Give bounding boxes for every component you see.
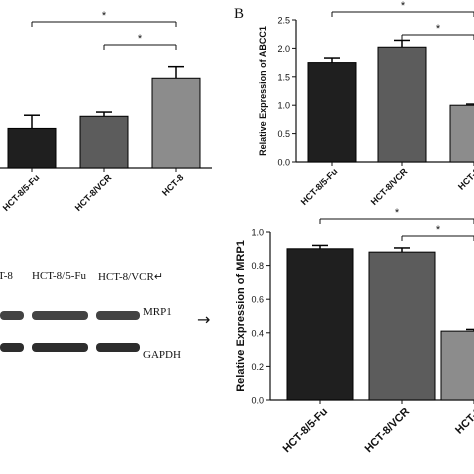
blot-band-mrp1 [0, 311, 24, 320]
western-blot [0, 311, 140, 352]
blot-row-label-gapdh: GAPDH [143, 349, 181, 361]
bar [79, 115, 129, 169]
chart-c-mrp1: 0.0 0.2 0.4 0.6 0.8 1.0 Relative Expression of… [235, 207, 474, 455]
x-tick-label: HCT-8/5-Fu [281, 406, 331, 456]
significance-star: * [395, 207, 400, 219]
y-tick-label: 0.0 [277, 158, 290, 168]
y-tick-label: 2.0 [277, 44, 290, 54]
blot-lane-label-1: T-8 [0, 270, 13, 282]
significance-star: * [401, 0, 406, 12]
arrow-icon: → [197, 310, 211, 329]
y-tick-label: 1.0 [251, 228, 264, 238]
x-tick-label: HCT-8/5-Fu [299, 166, 340, 207]
blot-row-label-mrp1: MRP1 [143, 306, 172, 318]
y-axis-label: Relative Expression of MRP1 [235, 240, 247, 392]
blot-lane-label-3: HCT-8/VCR↵ [98, 271, 164, 283]
blot-lane-label-2: HCT-8/5-Fu [32, 270, 86, 282]
x-tick-label: HCT-8 [160, 172, 185, 197]
panel-letter-b: B [234, 6, 245, 22]
significance-star: * [102, 10, 107, 22]
bar [449, 104, 474, 163]
x-tick-label: HCT-8 [453, 406, 474, 437]
bar [286, 248, 354, 401]
blot-band-mrp1 [32, 311, 88, 320]
blot-band-gapdh [0, 343, 24, 352]
y-axis-label: Relative Expression of ABCC1 [258, 26, 268, 156]
blot-band-gapdh [32, 343, 88, 352]
x-tick-label: HCT-8/VCR [73, 172, 114, 213]
y-tick-label: 1.5 [277, 72, 290, 82]
chart-a-top-left: HCT-8/5-Fu HCT-8/VCR HCT-8 * * [0, 10, 212, 213]
bar [7, 127, 57, 169]
y-tick-label: 0.4 [251, 328, 264, 338]
x-tick-label: HCT-8/VCR [369, 166, 410, 207]
y-tick-label: 0.8 [251, 261, 264, 271]
blot-band-mrp1 [96, 311, 140, 320]
y-tick-label: 1.0 [277, 101, 290, 111]
significance-star: * [436, 224, 441, 236]
x-tick-label: HCT-8/5-Fu [1, 172, 42, 213]
significance-star: * [138, 33, 143, 45]
y-tick-label: 0.6 [251, 295, 264, 305]
significance-star: * [436, 23, 441, 35]
bar [377, 46, 427, 163]
x-tick-label: HCT-8 [456, 166, 474, 191]
bar [440, 330, 474, 401]
blot-band-gapdh [96, 343, 140, 352]
bar [307, 62, 357, 163]
bar [151, 77, 201, 169]
x-tick-label: HCT-8/VCR [363, 406, 413, 456]
chart-b-abcc1: 0.0 0.5 1.0 1.5 2.0 2.5 Relative Expression of… [258, 0, 474, 207]
y-tick-label: 0.5 [277, 129, 290, 139]
y-tick-label: 0.2 [251, 362, 264, 372]
bar [368, 251, 436, 401]
y-tick-label: 2.5 [277, 16, 290, 26]
y-tick-label: 0.0 [251, 396, 264, 406]
